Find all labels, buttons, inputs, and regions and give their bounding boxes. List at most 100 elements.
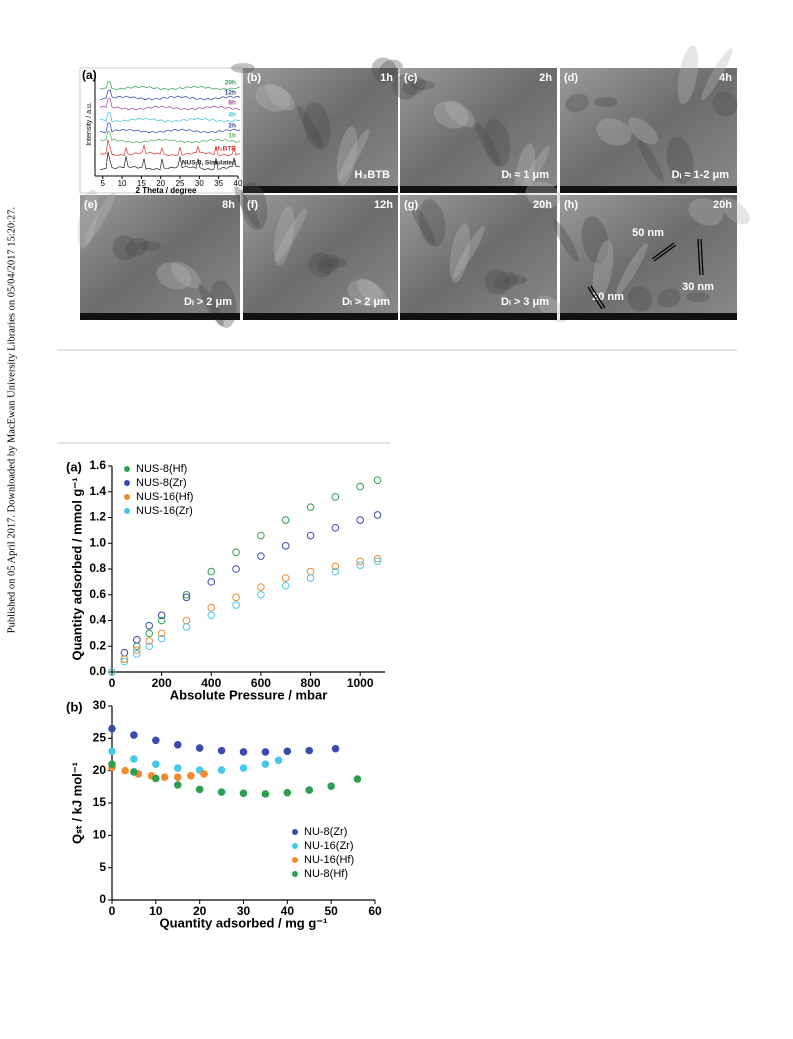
sem-texture: [494, 271, 518, 291]
sem-image: [560, 195, 737, 320]
sem-texture: [720, 197, 750, 225]
x-tick-label: 10: [118, 179, 127, 188]
scale-annotation: 30 nm: [682, 281, 714, 293]
axis-label: 2 Theta / degree: [136, 186, 197, 195]
scale-strip: [400, 313, 557, 320]
time-label: 8h: [222, 199, 235, 211]
x-tick-label: 30: [195, 179, 204, 188]
point: [187, 772, 195, 780]
sem-texture: [308, 252, 334, 278]
xrd-trace: [99, 122, 241, 134]
point: [173, 773, 182, 781]
sem-texture: [84, 191, 116, 245]
point: [281, 516, 290, 524]
panel-label: (c): [404, 72, 418, 84]
time-label: 20h: [533, 199, 552, 211]
point: [152, 760, 160, 769]
sem-texture: [627, 286, 653, 312]
point: [145, 637, 154, 645]
point: [306, 503, 315, 512]
point: [217, 746, 226, 755]
point: [356, 482, 364, 491]
panel-label: (a): [66, 459, 82, 474]
sem-texture: [323, 258, 347, 268]
x-tick-label: 20: [193, 904, 207, 918]
sem-texture: [594, 97, 618, 107]
scale-strip: [243, 313, 398, 320]
trace-label: 12h: [225, 90, 236, 97]
sem-texture: [677, 45, 699, 105]
xrd-trace: [99, 139, 241, 157]
point: [239, 789, 248, 798]
side-note: Published on 05 April 2017. Downloaded b…: [6, 207, 17, 633]
legend-label: NUS-8(Zr): [136, 477, 187, 489]
point: [182, 593, 191, 602]
legend-label: NU-8(Hf): [304, 868, 348, 880]
y-tick-label: 15: [93, 795, 107, 809]
x-tick-label: 25: [176, 179, 185, 188]
point: [257, 590, 265, 599]
x-tick-label: 30: [237, 904, 251, 918]
annotation-lines: [587, 238, 704, 310]
point: [108, 760, 116, 769]
point: [207, 603, 216, 612]
xrd-trace: [100, 151, 241, 171]
point: [157, 634, 166, 643]
point: [283, 747, 292, 756]
x-tick-label: 20: [156, 179, 165, 188]
x-tick-label: 50: [324, 904, 338, 918]
legend-swatch: [124, 508, 130, 514]
point: [108, 724, 116, 733]
point: [200, 770, 208, 778]
x-tick-label: 600: [251, 676, 271, 690]
legend-swatch: [124, 480, 130, 486]
y-tick-label: 25: [93, 731, 107, 745]
point: [257, 531, 265, 540]
point: [160, 773, 169, 781]
size-label: Dₗ > 2 μm: [184, 296, 232, 308]
point: [133, 650, 141, 658]
trace-label: 20h: [225, 80, 236, 87]
time-label: 12h: [374, 199, 393, 211]
sem-texture: [712, 91, 738, 117]
scale-annotation: 50 nm: [632, 227, 664, 239]
sem-texture: [418, 199, 446, 247]
xrd-trace: [99, 130, 241, 144]
y-tick-label: 0.4: [89, 613, 106, 627]
sem-texture: [616, 242, 648, 296]
y-tick-label: 0.6: [89, 587, 106, 601]
point: [130, 731, 138, 739]
point: [133, 642, 141, 651]
legend-swatch: [292, 857, 298, 863]
panel-label: (b): [66, 699, 83, 714]
trace-label: H₃BTB: [215, 146, 236, 153]
y-axis-label: Qₛₜ / kJ mol⁻¹: [69, 762, 84, 844]
sem-texture: [445, 100, 475, 128]
point: [145, 621, 154, 630]
point: [327, 782, 335, 790]
point: [120, 655, 129, 663]
x-tick-label: 400: [201, 676, 221, 690]
legend-label: NU-8(Zr): [304, 826, 347, 838]
point: [182, 590, 191, 599]
size-label: Dₗ ≈ 1-2 μm: [672, 169, 730, 181]
trace-label: 2h: [228, 123, 236, 130]
sem-texture: [553, 220, 579, 262]
sem-texture: [156, 262, 192, 290]
sem-texture: [234, 186, 260, 228]
sem-texture: [336, 126, 358, 186]
point: [120, 657, 129, 666]
point: [133, 636, 141, 644]
sem-texture: [484, 269, 510, 295]
x-tick-label: 10: [149, 904, 163, 918]
size-label: Dₗ > 3 μm: [501, 296, 549, 308]
sem-texture: [297, 106, 323, 148]
y-tick-label: 1.4: [89, 484, 106, 498]
point: [239, 748, 248, 756]
scale-strip: [80, 313, 240, 320]
x-tick-label: 0: [109, 676, 116, 690]
point: [356, 561, 364, 569]
point: [152, 736, 160, 745]
point: [373, 557, 382, 566]
x-axis-label: Quantity adsorbed / mg g⁻¹: [160, 915, 328, 930]
